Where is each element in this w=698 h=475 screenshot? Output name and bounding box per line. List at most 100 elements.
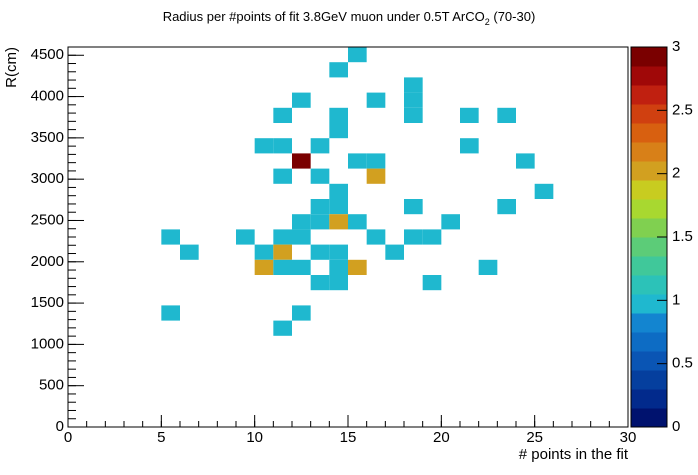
cell <box>310 138 330 154</box>
y-tick-label: 1000 <box>31 335 64 352</box>
cell <box>292 214 311 230</box>
cell <box>310 275 330 291</box>
cell <box>478 259 498 275</box>
cell <box>329 62 348 78</box>
cell <box>385 244 404 260</box>
cell <box>310 199 330 215</box>
cell <box>404 107 423 123</box>
colorbar-band <box>631 256 667 276</box>
title-subscript: 2 <box>485 17 490 27</box>
x-tick-label: 15 <box>340 429 357 446</box>
title-suffix: (70-30) <box>490 9 536 24</box>
colorbar-band <box>631 161 667 181</box>
x-tick-label: 25 <box>526 429 543 446</box>
x-axis-label: # points in the fit <box>519 446 629 463</box>
chart-title: Radius per #points of fit 3.8GeV muon un… <box>163 9 536 27</box>
cell <box>310 214 330 230</box>
cell <box>329 183 348 199</box>
y-tick-label: 0 <box>56 418 64 435</box>
y-tick-label: 500 <box>39 377 64 394</box>
cell <box>404 77 423 93</box>
cell <box>161 229 180 245</box>
cell <box>516 153 535 169</box>
cell <box>329 244 348 260</box>
colorbar-band <box>631 237 667 257</box>
z-tick-label: 1.5 <box>672 228 693 245</box>
cell <box>348 47 367 63</box>
cell <box>366 229 386 245</box>
y-tick-label: 3500 <box>31 129 64 146</box>
cell <box>254 244 274 260</box>
y-tick-label: 2000 <box>31 253 64 270</box>
cell <box>348 259 367 275</box>
colorbar-band <box>631 123 667 143</box>
colorbar-band <box>631 47 667 67</box>
colorbar-band <box>631 218 667 238</box>
colorbar-band <box>631 313 667 333</box>
cell <box>366 153 386 169</box>
cell <box>422 275 442 291</box>
cell <box>497 199 516 215</box>
cell <box>366 92 386 108</box>
colorbar-band <box>631 389 667 409</box>
cell <box>236 229 255 245</box>
colorbar-band <box>631 294 667 314</box>
cell <box>329 107 348 123</box>
colorbar-band <box>631 85 667 105</box>
cell <box>460 138 479 154</box>
cell <box>404 229 423 245</box>
cell <box>497 107 516 123</box>
cell <box>292 305 311 321</box>
y-tick-label: 3000 <box>31 170 64 187</box>
cell <box>292 229 311 245</box>
cell <box>292 92 311 108</box>
colorbar-band <box>631 370 667 390</box>
z-tick-label: 2 <box>672 165 680 182</box>
cell <box>329 214 348 230</box>
title-main: Radius per #points of fit 3.8GeV muon un… <box>163 9 485 24</box>
cell <box>180 244 199 260</box>
z-tick-label: 0 <box>672 418 680 435</box>
cell <box>292 153 311 169</box>
cell <box>273 138 292 154</box>
cell <box>404 199 423 215</box>
cell <box>422 229 442 245</box>
y-tick-label: 1500 <box>31 294 64 311</box>
cell <box>348 153 367 169</box>
cell <box>329 123 348 139</box>
colorbar-band <box>631 180 667 200</box>
y-tick-label: 4000 <box>31 88 64 105</box>
z-tick-label: 0.5 <box>672 355 693 372</box>
x-tick-label: 0 <box>64 429 72 446</box>
cell <box>273 229 292 245</box>
cell <box>441 214 460 230</box>
colorbar-band <box>631 275 667 295</box>
x-tick-label: 10 <box>246 429 263 446</box>
cell <box>161 305 180 321</box>
cell <box>254 259 274 275</box>
cell <box>273 320 292 336</box>
z-tick-label: 2.5 <box>672 101 693 118</box>
x-tick-label: 20 <box>433 429 450 446</box>
cell <box>273 259 292 275</box>
colorbar-band <box>631 351 667 371</box>
cell <box>460 107 479 123</box>
cell <box>292 259 311 275</box>
z-tick-label: 1 <box>672 291 680 308</box>
cell <box>348 214 367 230</box>
cell <box>310 244 330 260</box>
cell <box>534 183 554 199</box>
cell <box>329 259 348 275</box>
cell <box>273 107 292 123</box>
cell <box>273 168 292 184</box>
cell <box>329 199 348 215</box>
x-tick-label: 5 <box>157 429 165 446</box>
cell <box>329 275 348 291</box>
x-tick-label: 30 <box>620 429 637 446</box>
colorbar-band <box>631 199 667 219</box>
colorbar-band <box>631 332 667 352</box>
cell <box>366 168 386 184</box>
